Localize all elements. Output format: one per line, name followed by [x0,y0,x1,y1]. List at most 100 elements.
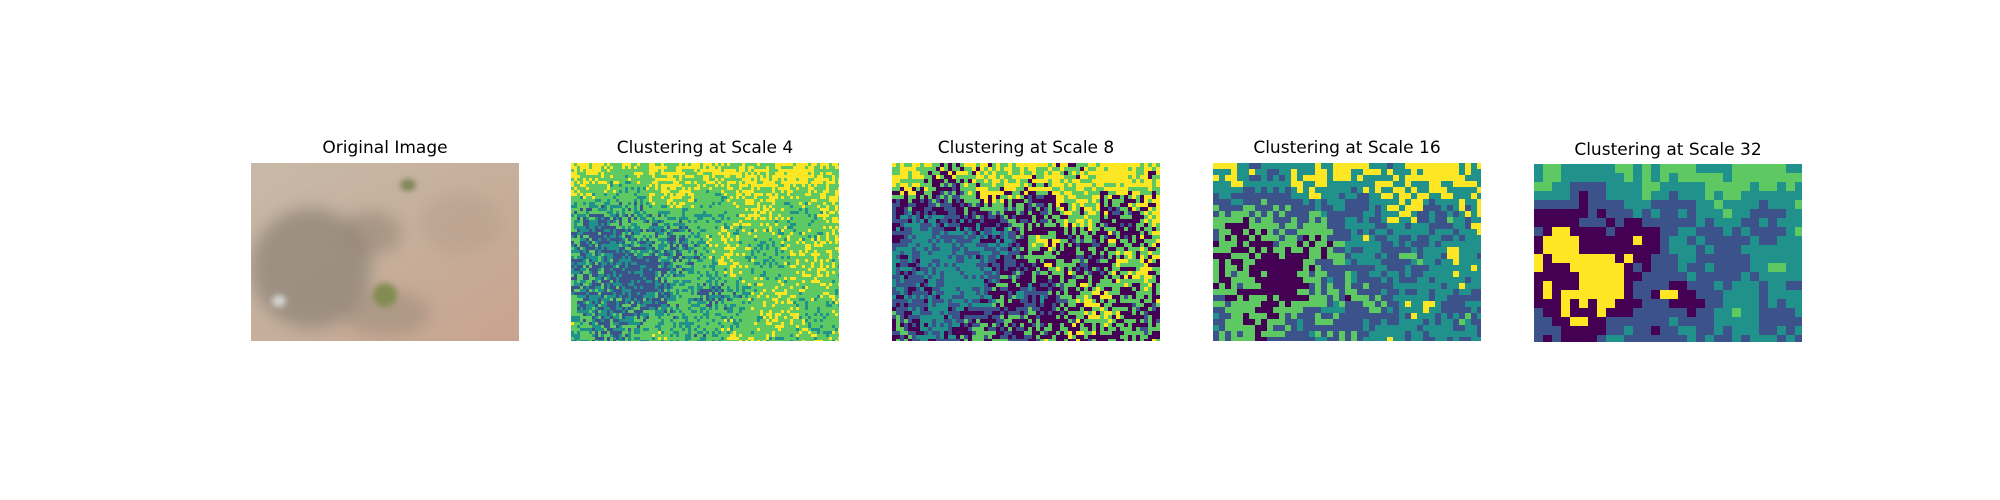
cluster-cell [727,226,731,230]
cluster-cell [751,280,755,284]
cluster-cell [808,316,812,320]
cluster-cell [763,268,767,272]
cluster-cell [631,283,635,287]
cluster-cell [730,277,734,281]
cluster-cell [733,292,737,296]
cluster-cell [631,181,635,185]
cluster-cell [676,166,680,170]
cluster-cell [628,268,632,272]
cluster-cell [718,292,722,296]
cluster-cell [589,283,593,287]
cluster-cell [712,250,716,254]
cluster-cell [805,316,809,320]
cluster-cell [751,229,755,233]
cluster-cell [604,175,608,179]
cluster-cell [610,166,614,170]
cluster-cell [787,259,791,263]
cluster-cell [649,187,653,191]
cluster-cell [808,298,812,302]
cluster-cell [571,181,575,185]
cluster-cell [718,310,722,314]
cluster-cell [757,229,761,233]
cluster-cell [709,166,713,170]
cluster-cell [610,250,614,254]
cluster-cell [715,181,719,185]
cluster-cell [715,301,719,305]
cluster-cell [607,214,611,218]
cluster-cell [745,265,749,269]
cluster-cell [799,268,803,272]
cluster-cell [697,184,701,188]
cluster-cell [745,232,749,236]
cluster-cell [805,163,809,167]
cluster-cell [790,259,794,263]
cluster-cell [772,217,776,221]
cluster-cell [823,286,827,290]
cluster-cell [646,229,650,233]
cluster-cell [649,253,653,257]
cluster-cell [823,307,827,311]
cluster-cell [706,289,710,293]
cluster-cell [706,181,710,185]
cluster-cell [634,163,638,167]
cluster-cell [676,205,680,209]
cluster-cell [613,178,617,182]
cluster-cell [658,238,662,242]
cluster-cell [694,322,698,326]
cluster-cell [760,238,764,242]
cluster-cell [805,292,809,296]
cluster-cell [583,304,587,308]
cluster-cell [613,253,617,257]
cluster-cell [634,175,638,179]
cluster-cell [733,217,737,221]
cluster-cell [607,220,611,224]
cluster-cell [817,307,821,311]
cluster-cell [772,274,776,278]
cluster-cell [661,319,665,323]
cluster-cell [724,319,728,323]
cluster-cell [706,307,710,311]
cluster-cell [781,274,785,278]
cluster-cell [793,202,797,206]
cluster-cell [673,304,677,308]
cluster-cell [619,274,623,278]
cluster-cell [799,205,803,209]
cluster-cell [775,313,779,317]
cluster-cell [673,271,677,275]
cluster-cell [730,178,734,182]
cluster-cell [793,187,797,191]
cluster-cell [760,223,764,227]
cluster-cell [772,265,776,269]
cluster-cell [772,319,776,323]
cluster-cell [613,229,617,233]
cluster-cell [700,175,704,179]
cluster-cell [703,226,707,230]
cluster-cell [796,235,800,239]
cluster-cell [730,286,734,290]
cluster-cell [580,310,584,314]
cluster-cell [739,322,743,326]
cluster-cell [772,172,776,176]
cluster-cell [754,169,758,173]
cluster-cell [709,268,713,272]
cluster-cell [826,181,830,185]
cluster-cell [652,163,656,167]
cluster-cell [835,175,839,179]
cluster-cell [769,316,773,320]
cluster-cell [763,262,767,266]
cluster-cell [811,226,815,230]
cluster-cell [838,268,839,272]
cluster-cell [613,238,617,242]
cluster-cell [700,184,704,188]
cluster-cell [751,226,755,230]
cluster-cell [652,193,656,197]
cluster-cell [811,319,815,323]
cluster-cell [733,196,737,200]
cluster-cell [586,268,590,272]
cluster-cell [739,181,743,185]
cluster-cell [736,322,740,326]
cluster-cell [763,286,767,290]
cluster-cell [652,313,656,317]
cluster-cell [718,262,722,266]
cluster-cell [733,289,737,293]
